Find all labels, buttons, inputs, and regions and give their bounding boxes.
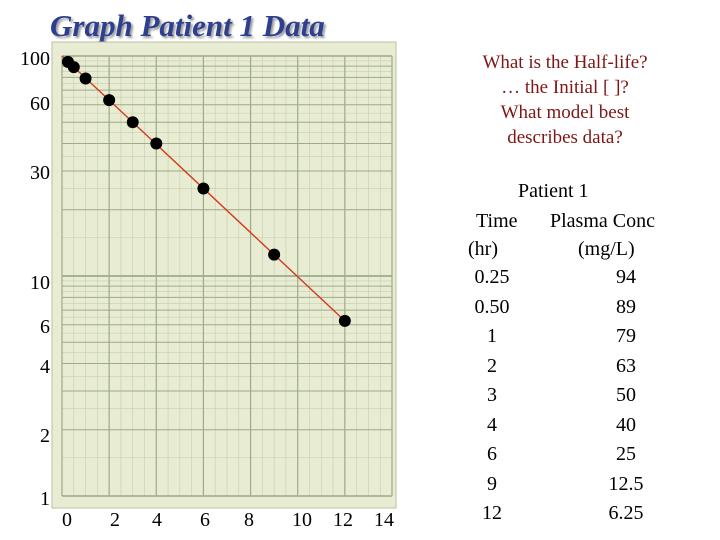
data-point <box>103 94 116 107</box>
data-point <box>197 182 210 195</box>
cell-time: 0.50 <box>474 295 510 318</box>
unit-conc: (mg/L) <box>578 238 635 260</box>
cell-conc: 79 <box>616 325 636 347</box>
column-header-conc: Plasma Conc <box>550 210 655 232</box>
y-tick-label: 4 <box>40 356 50 378</box>
table-caption: Patient 1 <box>518 180 589 202</box>
cell-time: 12 <box>482 502 502 524</box>
cell-time: 1 <box>487 325 497 347</box>
data-points <box>61 55 351 327</box>
y-tick-label: 2 <box>40 425 50 447</box>
cell-conc: 50 <box>616 384 636 406</box>
y-tick-label: 100 <box>20 48 50 70</box>
cell-time: 3 <box>487 384 497 406</box>
x-tick-label: 12 <box>333 509 353 531</box>
slide-title: Graph Patient 1 Data <box>50 8 325 43</box>
cell-conc: 94 <box>616 266 636 288</box>
questions-box: What is the Half-life? … the Initial [ ]… <box>440 50 690 150</box>
y-tick-label: 60 <box>30 93 50 115</box>
data-point <box>150 137 163 150</box>
x-tick-label: 0 <box>62 509 72 531</box>
cell-conc: 63 <box>616 354 636 377</box>
cell-conc: 12.5 <box>608 472 644 495</box>
question-line: What model best <box>500 102 630 123</box>
cell-time: 4 <box>487 413 497 436</box>
question-line: … the Initial [ ]? <box>501 77 629 98</box>
grid-major <box>61 55 393 497</box>
x-tick-label: 8 <box>244 509 254 531</box>
question-line: What is the Half-life? <box>482 52 648 73</box>
x-tick-label: 14 <box>374 509 394 531</box>
data-point <box>268 248 281 261</box>
data-point <box>126 116 139 129</box>
y-tick-label: 10 <box>30 272 50 294</box>
y-tick-label: 30 <box>30 162 50 184</box>
cell-conc: 40 <box>616 413 636 436</box>
data-point <box>79 72 92 85</box>
cell-time: 9 <box>487 472 497 495</box>
cell-conc: 89 <box>616 295 636 318</box>
question-line: describes data? <box>507 127 623 148</box>
data-point <box>338 314 351 327</box>
cell-time: 0.25 <box>474 266 510 288</box>
y-tick-label: 6 <box>40 316 50 338</box>
x-tick-label: 4 <box>152 509 162 531</box>
cell-time: 2 <box>487 354 497 377</box>
unit-time: (hr) <box>468 238 498 260</box>
x-tick-label: 10 <box>292 509 312 531</box>
data-point <box>67 61 80 74</box>
column-header-time: Time <box>476 210 518 232</box>
cell-conc: 6.25 <box>608 502 644 524</box>
x-tick-label: 6 <box>200 509 210 531</box>
cell-conc: 25 <box>616 443 636 465</box>
x-tick-label: 2 <box>110 509 120 531</box>
cell-time: 6 <box>487 443 497 465</box>
y-tick-label: 1 <box>40 488 50 510</box>
